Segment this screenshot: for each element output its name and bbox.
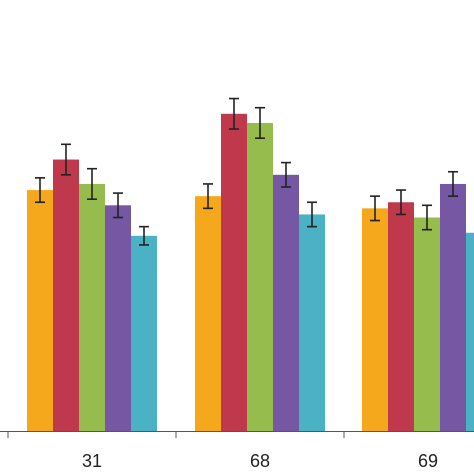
bar-69-series-5 xyxy=(466,232,474,431)
bar-31-series-5 xyxy=(131,235,157,431)
bar-69-series-2 xyxy=(388,202,414,431)
x-tick-labels: 31 68 69 xyxy=(82,451,438,471)
x-tick-label: 69 xyxy=(418,451,438,471)
error-bar-68-series-2 xyxy=(229,97,239,130)
x-tick-label: 68 xyxy=(250,451,270,471)
bar-31-series-4 xyxy=(105,205,131,431)
error-bar-31-series-2 xyxy=(61,143,71,176)
bar-69-series-4 xyxy=(440,183,466,431)
error-bar-31-series-1 xyxy=(35,177,45,204)
error-bar-31-series-5 xyxy=(139,225,149,246)
error-bar-31-series-3 xyxy=(87,167,97,200)
bar-31-series-2 xyxy=(53,159,79,432)
bar-68-series-3 xyxy=(247,122,273,431)
x-tick-label: 31 xyxy=(82,451,102,471)
error-bar-68-series-5 xyxy=(307,201,317,228)
bar-68-series-1 xyxy=(195,196,221,431)
error-bar-68-series-4 xyxy=(281,161,291,188)
bar-69-series-3 xyxy=(414,217,440,431)
error-bar-31-series-4 xyxy=(113,192,123,219)
x-axis xyxy=(0,431,474,438)
bars-layer xyxy=(27,113,474,432)
bar-68-series-2 xyxy=(221,113,247,432)
error-bar-69-series-4 xyxy=(448,170,458,197)
error-bars-layer xyxy=(35,97,458,246)
error-bar-69-series-1 xyxy=(370,195,380,222)
bar-31-series-3 xyxy=(79,183,105,431)
error-bar-69-series-3 xyxy=(422,204,432,231)
bar-69-series-1 xyxy=(362,208,388,431)
error-bar-68-series-1 xyxy=(203,183,213,210)
bar-68-series-5 xyxy=(299,214,325,431)
error-bar-68-series-3 xyxy=(255,106,265,139)
bar-31-series-1 xyxy=(27,190,53,431)
bar-68-series-4 xyxy=(273,174,299,432)
error-bar-69-series-2 xyxy=(396,189,406,216)
